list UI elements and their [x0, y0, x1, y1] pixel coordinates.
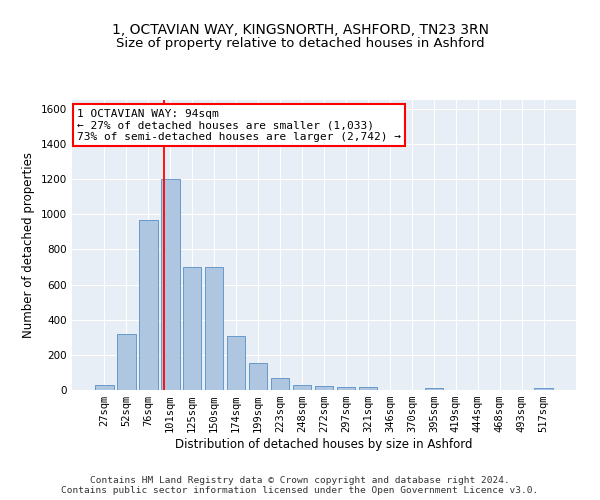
X-axis label: Distribution of detached houses by size in Ashford: Distribution of detached houses by size … — [175, 438, 473, 451]
Bar — [425, 388, 443, 390]
Bar — [249, 363, 268, 390]
Bar — [117, 334, 136, 390]
Bar — [161, 179, 179, 390]
Bar — [227, 336, 245, 390]
Bar — [95, 384, 113, 390]
Bar — [535, 388, 553, 390]
Bar — [139, 220, 158, 390]
Text: 1 OCTAVIAN WAY: 94sqm
← 27% of detached houses are smaller (1,033)
73% of semi-d: 1 OCTAVIAN WAY: 94sqm ← 27% of detached … — [77, 108, 401, 142]
Text: Contains HM Land Registry data © Crown copyright and database right 2024.
Contai: Contains HM Land Registry data © Crown c… — [61, 476, 539, 495]
Bar — [205, 267, 223, 390]
Bar — [271, 378, 289, 390]
Bar — [359, 388, 377, 390]
Bar — [183, 267, 202, 390]
Text: Size of property relative to detached houses in Ashford: Size of property relative to detached ho… — [116, 38, 484, 51]
Bar — [293, 384, 311, 390]
Text: 1, OCTAVIAN WAY, KINGSNORTH, ASHFORD, TN23 3RN: 1, OCTAVIAN WAY, KINGSNORTH, ASHFORD, TN… — [112, 22, 488, 36]
Y-axis label: Number of detached properties: Number of detached properties — [22, 152, 35, 338]
Bar — [337, 388, 355, 390]
Bar — [314, 386, 334, 390]
